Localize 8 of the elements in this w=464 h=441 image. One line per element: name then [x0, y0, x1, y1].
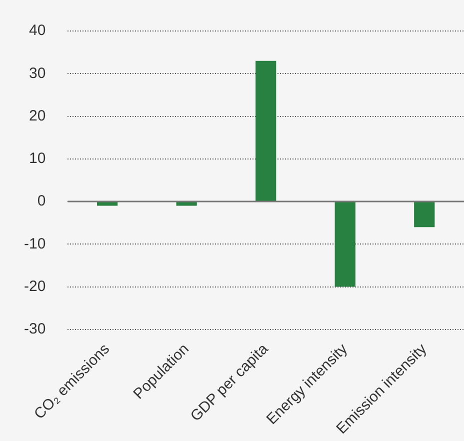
y-tick-label: 20: [28, 107, 46, 124]
y-tick-label: -10: [24, 235, 46, 252]
y-tick-label: 0: [37, 192, 46, 210]
y-tick-label: -20: [24, 278, 46, 295]
y-tick-label: 40: [28, 22, 46, 40]
y-tick-label: -30: [24, 320, 46, 338]
y-tick-label: 30: [28, 64, 46, 82]
y-tick-label: 10: [28, 150, 46, 168]
